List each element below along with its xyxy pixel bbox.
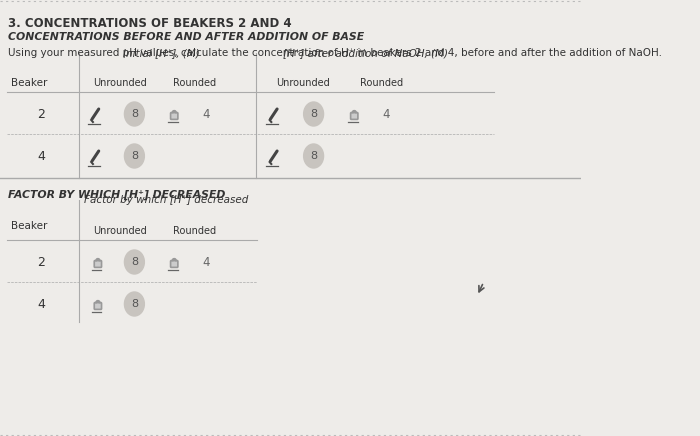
Text: [H⁺] after addition of NaOH, (M): [H⁺] after addition of NaOH, (M) xyxy=(283,48,447,58)
Text: Using your measured pH values, calculate the concentration of H⁺ in beakers 2 an: Using your measured pH values, calculate… xyxy=(8,48,662,58)
Text: 8: 8 xyxy=(131,109,138,119)
Text: Factor by which [H⁺] decreased: Factor by which [H⁺] decreased xyxy=(84,195,248,205)
Text: 8: 8 xyxy=(310,109,317,119)
Text: Initial [H⁺], (M): Initial [H⁺], (M) xyxy=(123,48,200,58)
Text: Unrounded: Unrounded xyxy=(276,78,330,88)
Text: 4: 4 xyxy=(38,150,46,163)
Circle shape xyxy=(304,102,323,126)
Text: Rounded: Rounded xyxy=(174,78,216,88)
Circle shape xyxy=(304,144,323,168)
FancyBboxPatch shape xyxy=(94,303,101,310)
Text: 4: 4 xyxy=(202,108,209,120)
Text: 8: 8 xyxy=(131,299,138,309)
Text: 4: 4 xyxy=(38,297,46,310)
Circle shape xyxy=(125,292,144,316)
Text: 8: 8 xyxy=(310,151,317,161)
Text: 4: 4 xyxy=(383,108,391,120)
Text: Beaker: Beaker xyxy=(11,221,47,231)
FancyBboxPatch shape xyxy=(171,112,178,119)
Text: 8: 8 xyxy=(131,151,138,161)
Circle shape xyxy=(125,102,144,126)
Text: Beaker: Beaker xyxy=(11,78,47,88)
Text: 4: 4 xyxy=(202,255,209,269)
Text: Unrounded: Unrounded xyxy=(93,78,147,88)
Text: FACTOR BY WHICH [H⁺] DECREASED: FACTOR BY WHICH [H⁺] DECREASED xyxy=(8,190,225,200)
Circle shape xyxy=(125,250,144,274)
Text: 2: 2 xyxy=(38,255,46,269)
Text: CONCENTRATIONS BEFORE AND AFTER ADDITION OF BASE: CONCENTRATIONS BEFORE AND AFTER ADDITION… xyxy=(8,32,365,42)
Text: 3. CONCENTRATIONS OF BEAKERS 2 AND 4: 3. CONCENTRATIONS OF BEAKERS 2 AND 4 xyxy=(8,17,292,30)
Text: Rounded: Rounded xyxy=(174,226,216,236)
FancyBboxPatch shape xyxy=(351,112,358,119)
Text: 8: 8 xyxy=(131,257,138,267)
Text: Unrounded: Unrounded xyxy=(93,226,147,236)
FancyBboxPatch shape xyxy=(171,261,178,267)
Text: Rounded: Rounded xyxy=(360,78,403,88)
FancyBboxPatch shape xyxy=(94,261,101,267)
Circle shape xyxy=(125,144,144,168)
Text: 2: 2 xyxy=(38,108,46,120)
